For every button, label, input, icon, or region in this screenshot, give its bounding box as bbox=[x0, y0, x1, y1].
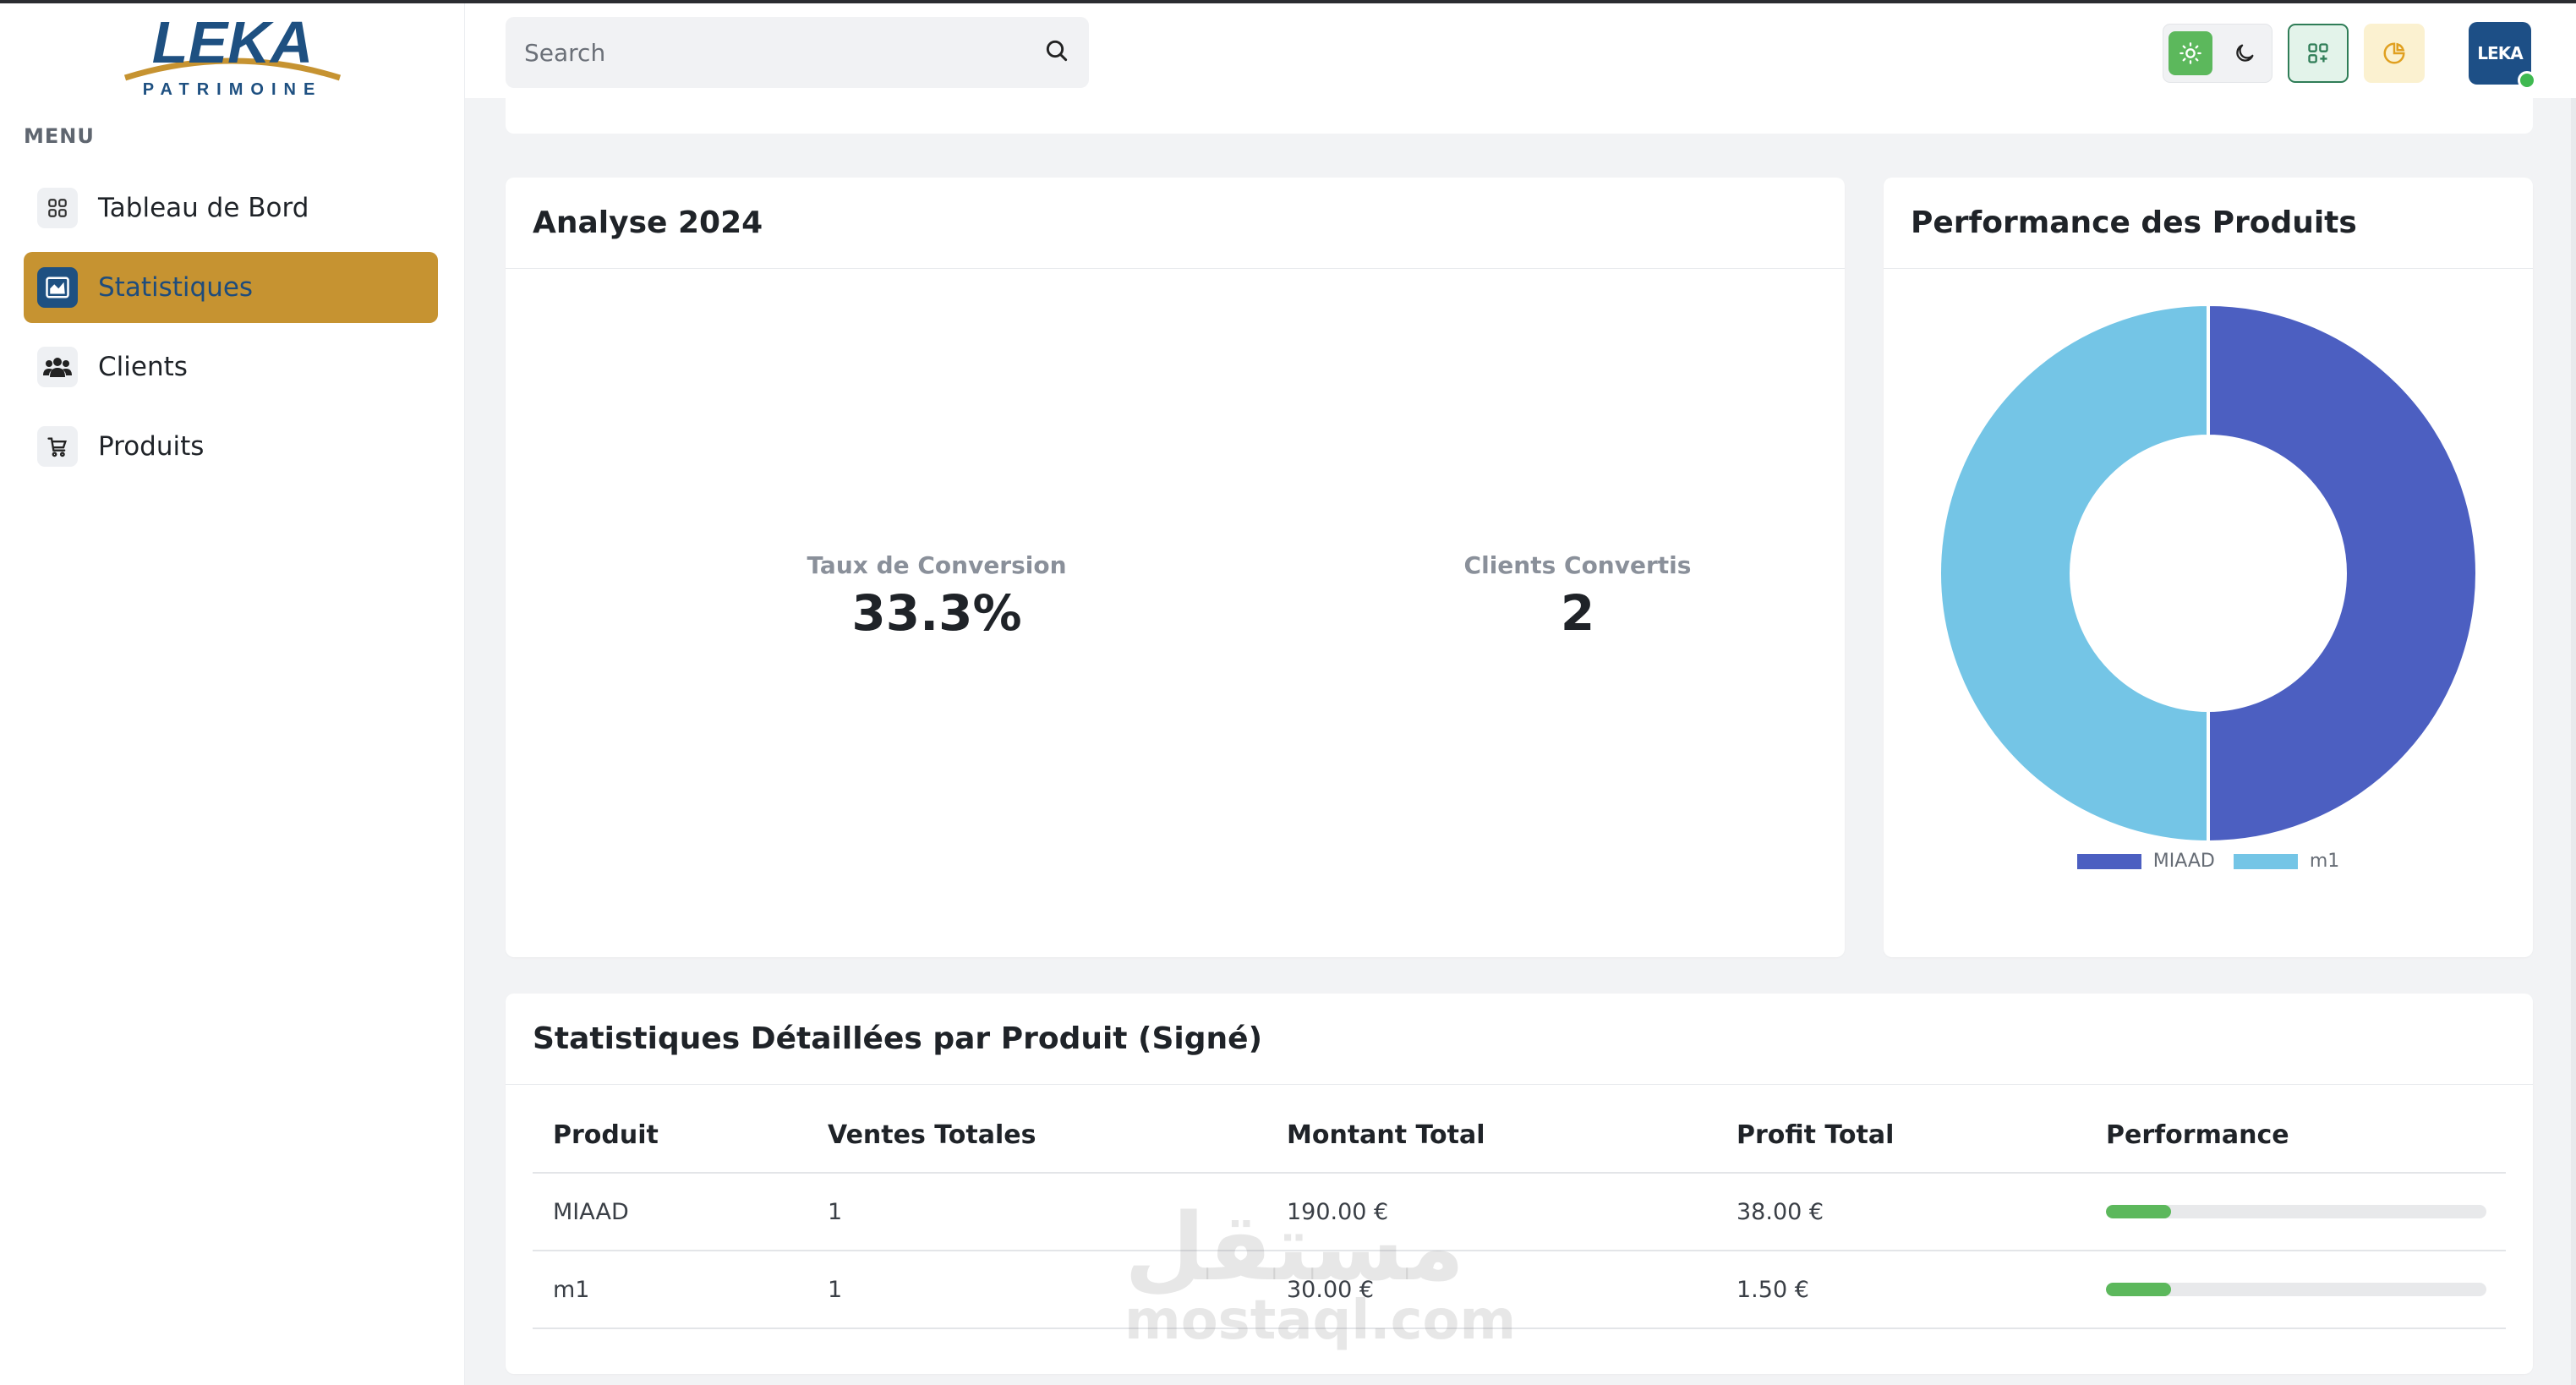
sidebar-item-statistiques[interactable]: Statistiques bbox=[24, 252, 438, 323]
doughnut-slice-miaad[interactable] bbox=[2207, 302, 2479, 845]
cell-performance bbox=[2086, 1173, 2506, 1251]
card-header: Statistiques Détaillées par Produit (Sig… bbox=[506, 994, 2533, 1085]
users-icon bbox=[37, 347, 78, 387]
sidebar-item-clients[interactable]: Clients bbox=[24, 331, 438, 402]
performance-bar-fill bbox=[2106, 1205, 2171, 1218]
grid-icon bbox=[37, 188, 78, 228]
detail-stats-card: Statistiques Détaillées par Produit (Sig… bbox=[506, 994, 2533, 1374]
column-header: Produit bbox=[533, 1098, 807, 1174]
card-header: Performance des Produits bbox=[1884, 178, 2533, 269]
kpi-value: 33.3% bbox=[851, 584, 1022, 642]
search-input[interactable] bbox=[524, 38, 1043, 67]
sidebar-item-produits[interactable]: Produits bbox=[24, 411, 438, 482]
cell-profit: 1.50 € bbox=[1716, 1251, 2086, 1329]
menu-title: MENU bbox=[24, 124, 95, 148]
search-bar[interactable] bbox=[506, 17, 1089, 88]
cell-montant: 30.00 € bbox=[1266, 1251, 1716, 1329]
cell-produit: m1 bbox=[533, 1251, 807, 1329]
column-header: Performance bbox=[2086, 1098, 2506, 1174]
legend-item-miaad[interactable]: MIAAD bbox=[2076, 851, 2215, 872]
column-header: Profit Total bbox=[1716, 1098, 2086, 1174]
legend-item-m1[interactable]: m1 bbox=[2233, 851, 2340, 872]
card-header: Analyse 2024 bbox=[506, 178, 1845, 269]
performance-card: Performance des Produits MIAAD m1 bbox=[1884, 178, 2533, 957]
kpi-label: Taux de Conversion bbox=[807, 551, 1067, 579]
avatar[interactable]: LEKA bbox=[2469, 22, 2536, 90]
performance-bar bbox=[2106, 1283, 2486, 1296]
cell-profit: 38.00 € bbox=[1716, 1173, 2086, 1251]
performance-bar-fill bbox=[2106, 1283, 2171, 1296]
table-header-row: Produit Ventes Totales Montant Total Pro… bbox=[533, 1098, 2506, 1174]
brand-logo[interactable]: LEKA PATRIMOINE bbox=[118, 9, 347, 103]
window-frame bbox=[0, 0, 2576, 3]
analyse-card: Analyse 2024 Taux de Conversion 33.3% Cl… bbox=[506, 178, 1845, 957]
apps-icon[interactable] bbox=[2288, 24, 2349, 83]
table-row: MIAAD 1 190.00 € 38.00 € bbox=[533, 1173, 2506, 1251]
previous-card-edge bbox=[506, 98, 2533, 134]
product-stats-table: Produit Ventes Totales Montant Total Pro… bbox=[533, 1098, 2506, 1329]
pie-chart-icon[interactable] bbox=[2364, 24, 2425, 83]
kpi-converted-clients: Clients Convertis 2 bbox=[1324, 551, 1831, 642]
legend-swatch bbox=[2076, 853, 2141, 869]
online-status-indicator bbox=[2518, 71, 2536, 90]
chart-legend: MIAAD m1 bbox=[1884, 851, 2533, 872]
sidebar-item-tableau-de-bord[interactable]: Tableau de Bord bbox=[24, 172, 438, 244]
avatar-text: LEKA bbox=[2477, 43, 2523, 63]
performance-bar bbox=[2106, 1205, 2486, 1218]
product-doughnut-chart[interactable] bbox=[1933, 298, 2484, 849]
kpi-value: 2 bbox=[1560, 584, 1595, 642]
detail-title: Statistiques Détaillées par Produit (Sig… bbox=[533, 1021, 1263, 1056]
legend-label: MIAAD bbox=[2152, 851, 2215, 872]
cell-performance bbox=[2086, 1251, 2506, 1329]
kpi-label: Clients Convertis bbox=[1463, 551, 1692, 579]
sidebar-item-label: Clients bbox=[98, 352, 188, 382]
cell-produit: MIAAD bbox=[533, 1173, 807, 1251]
sun-icon[interactable] bbox=[2169, 31, 2212, 75]
scrollbar[interactable] bbox=[2571, 98, 2576, 1385]
kpi-conversion-rate: Taux de Conversion 33.3% bbox=[683, 551, 1190, 642]
cart-icon bbox=[37, 426, 78, 467]
performance-title: Performance des Produits bbox=[1911, 205, 2357, 240]
top-header: LEKA bbox=[465, 3, 2576, 98]
sidebar: LEKA PATRIMOINE MENU Tableau de Bord Sta… bbox=[0, 3, 465, 1385]
column-header: Montant Total bbox=[1266, 1098, 1716, 1174]
svg-text:LEKA: LEKA bbox=[152, 10, 314, 75]
cell-montant: 190.00 € bbox=[1266, 1173, 1716, 1251]
legend-label: m1 bbox=[2309, 851, 2340, 872]
moon-icon[interactable] bbox=[2223, 31, 2267, 75]
cell-ventes: 1 bbox=[807, 1251, 1266, 1329]
legend-swatch bbox=[2233, 853, 2298, 869]
svg-text:PATRIMOINE: PATRIMOINE bbox=[143, 80, 323, 99]
theme-toggle bbox=[2163, 24, 2272, 83]
sidebar-item-label: Produits bbox=[98, 431, 205, 462]
sidebar-nav: Tableau de Bord Statistiques Clients Pro… bbox=[24, 172, 438, 490]
sidebar-item-label: Tableau de Bord bbox=[98, 193, 309, 223]
table-row: m1 1 30.00 € 1.50 € bbox=[533, 1251, 2506, 1329]
search-icon[interactable] bbox=[1043, 37, 1070, 68]
analyse-title: Analyse 2024 bbox=[533, 205, 763, 240]
chart-area-icon bbox=[37, 267, 78, 308]
doughnut-slice-m1[interactable] bbox=[1938, 302, 2210, 845]
column-header: Ventes Totales bbox=[807, 1098, 1266, 1174]
sidebar-item-label: Statistiques bbox=[98, 272, 254, 303]
cell-ventes: 1 bbox=[807, 1173, 1266, 1251]
